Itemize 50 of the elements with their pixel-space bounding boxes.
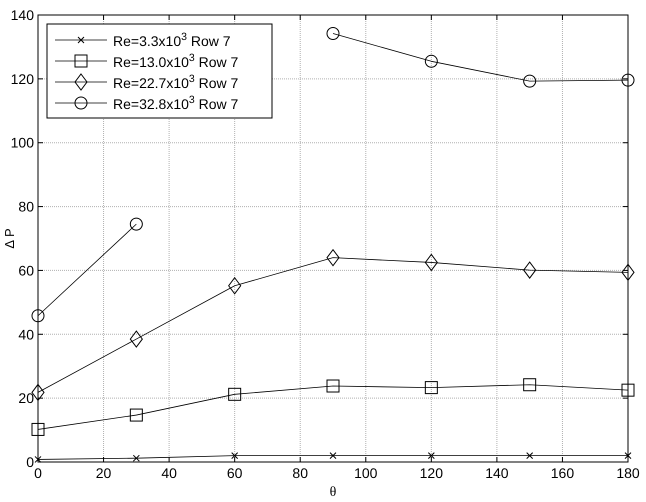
x-axis-title: θ [330,485,337,500]
point [424,381,438,394]
x-tick-label: 160 [550,465,574,481]
point [32,384,44,401]
point [130,330,143,348]
legend-label: Re=32.8x10$^{3}$ Row 7 [113,94,239,112]
legend-label: Re=13.0x10$^{3}$ Row 7 [113,52,239,70]
x-tick-label: 140 [485,465,509,481]
x-tick-label: 60 [226,465,243,481]
point [32,309,44,322]
point [622,384,634,397]
y-tick-label: 60 [18,262,34,278]
x-tick-label: 100 [354,465,378,481]
point [130,408,143,422]
y-tick-label: 140 [10,7,34,23]
y-tick-label: 40 [18,326,34,342]
y-tick-label: 80 [18,198,34,215]
y-tick-label: 0 [26,454,34,470]
x-tick-label: 80 [292,465,308,481]
y-tick-label: 120 [10,70,34,87]
point [622,74,634,87]
point [622,264,634,281]
point [428,452,435,460]
point [228,388,242,401]
point [32,422,44,436]
point [228,277,242,294]
point [523,74,536,88]
point [326,380,340,393]
x-tick-label: 120 [420,465,444,481]
point [523,262,536,279]
y-axis-title: Δ P [2,228,17,249]
y-tick-label: 100 [10,134,34,151]
point [326,249,340,266]
x-tick-label: 20 [96,465,112,481]
point [132,454,140,462]
point [326,27,340,40]
legend-label: Re=3.3x10$^{3}$ Row 7 [113,31,231,49]
point [523,378,536,392]
point [34,456,42,463]
y-tick-label: 20 [18,390,34,406]
point [624,452,632,460]
point [424,254,438,271]
x-tick-label: 40 [161,465,178,481]
legend-label: Re=22.7x10$^{3}$ Row 7 [113,73,239,91]
x-tick-label: 180 [616,465,640,481]
point [330,452,336,460]
point [130,218,143,231]
point [526,452,534,460]
point [231,452,238,460]
point [424,54,438,68]
